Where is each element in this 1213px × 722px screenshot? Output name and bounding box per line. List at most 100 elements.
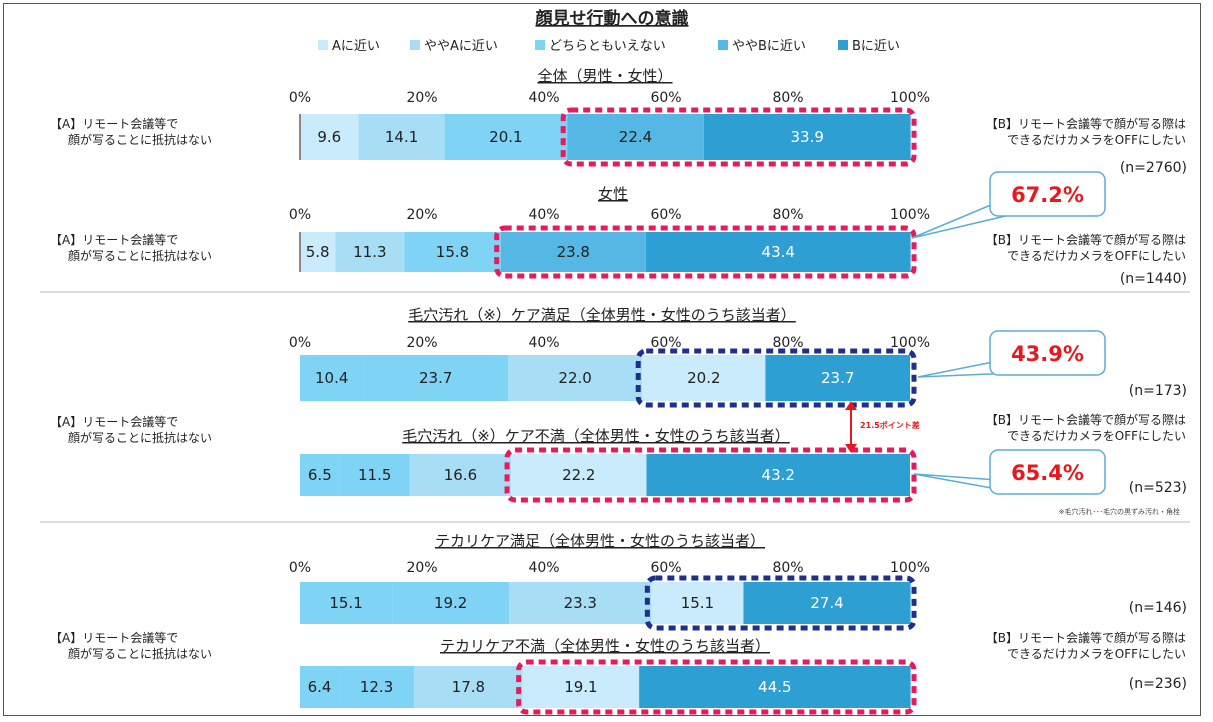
data-label: 5.8	[306, 243, 330, 261]
bar-segment	[363, 355, 509, 401]
bar-segment	[567, 114, 704, 160]
legend-swatch	[318, 40, 328, 50]
bar-segment	[339, 454, 410, 496]
data-label: 12.3	[360, 678, 393, 696]
tick-label: 80%	[772, 207, 803, 223]
data-label: 27.4	[810, 594, 843, 612]
tick-label: 80%	[772, 560, 803, 576]
tick-label: 20%	[406, 335, 437, 351]
bar-segment	[414, 666, 523, 708]
highlight-box	[644, 575, 917, 631]
tick-label: 80%	[772, 90, 803, 106]
sample-size: (n=1440)	[1120, 271, 1187, 287]
label-a-line1: 【A】リモート会議等で	[50, 233, 178, 247]
highlight-box	[494, 225, 917, 279]
bar-segment	[703, 114, 911, 160]
tick-label: 40%	[528, 207, 559, 223]
label-b-line2: できるだけカメラをOFFにしたい	[1007, 647, 1186, 661]
callout-pointer	[913, 473, 1015, 493]
tick-label: 20%	[406, 90, 437, 106]
bar-segment	[651, 582, 744, 624]
bar-segment	[444, 114, 568, 160]
sample-size: (n=2760)	[1120, 160, 1187, 176]
data-label: 44.5	[758, 678, 791, 696]
tick-label: 100%	[890, 90, 930, 106]
label-b-line1: 【B】リモート会議等で顔が写る際は	[986, 412, 1186, 427]
data-label: 23.7	[419, 369, 452, 387]
group-title: 女性	[598, 185, 628, 203]
callout-box	[989, 449, 1106, 495]
bar-segment	[358, 114, 445, 160]
bar-segment	[639, 666, 911, 708]
label-a-line1: 【A】リモート会議等で	[50, 117, 178, 131]
callout-box	[989, 171, 1106, 217]
data-label: 23.8	[557, 243, 590, 261]
bar-segment	[300, 355, 364, 401]
data-label: 6.4	[308, 678, 332, 696]
bar-segment	[646, 454, 910, 496]
sample-size: (n=173)	[1129, 383, 1187, 399]
arrow-head-up	[845, 401, 857, 410]
highlight-box	[560, 107, 917, 167]
data-label: 17.8	[452, 678, 485, 696]
tick-label: 60%	[650, 560, 681, 576]
tick-label: 100%	[890, 207, 930, 223]
label-a-line2: 顔が写ることに抵抗はない	[68, 646, 212, 661]
group-title: テカリケア不満（全体男性・女性のうち該当者）	[440, 637, 770, 655]
tick-label: 80%	[772, 335, 803, 351]
label-a-line2: 顔が写ることに抵抗はない	[68, 248, 212, 263]
data-label: 19.1	[564, 678, 597, 696]
callout-box	[989, 330, 1106, 376]
legend-swatch	[535, 40, 545, 50]
bar-segment	[409, 454, 512, 496]
footnote: ※毛穴汚れ･･･毛穴の黒ずみ汚れ・角栓	[1059, 507, 1180, 516]
data-label: 23.7	[821, 369, 854, 387]
tick-label: 100%	[890, 335, 930, 351]
tick-label: 60%	[650, 335, 681, 351]
tick-label: 60%	[650, 207, 681, 223]
data-label: 23.3	[564, 594, 597, 612]
group-title: 全体（男性・女性）	[537, 67, 672, 85]
bar-segment	[392, 582, 510, 624]
bar-segment	[339, 666, 415, 708]
data-label: 43.2	[762, 466, 795, 484]
data-label: 16.6	[444, 466, 477, 484]
data-label: 20.2	[687, 369, 720, 387]
legend-label: ややAに近い	[424, 39, 498, 54]
bar-segment	[300, 666, 340, 708]
bar-segment	[404, 232, 501, 272]
tick-label: 20%	[406, 207, 437, 223]
label-a-line1: 【A】リモート会議等で	[50, 631, 178, 645]
legend: Aに近い ややAに近い どちらともいえない ややBに近い Bに近い	[318, 39, 900, 54]
plot-area: 全体（男性・女性） 0% 20% 40% 60% 80% 100% 9.6 14.1 20.1 22…	[40, 67, 1190, 715]
label-b-line2: できるだけカメラをOFFにしたい	[1007, 133, 1186, 147]
bar-segment	[500, 232, 646, 272]
bar-segment	[508, 355, 643, 401]
data-label: 9.6	[317, 128, 341, 146]
legend-swatch	[838, 40, 848, 50]
tick-label: 0%	[289, 560, 311, 576]
chart-title: 顔見せ行動への意識	[535, 8, 689, 29]
bar-segment	[522, 666, 640, 708]
data-label: 22.4	[619, 128, 652, 146]
legend-label: ややBに近い	[732, 39, 806, 54]
bar-segment	[765, 355, 910, 401]
tick-label: 0%	[289, 335, 311, 351]
group-title: 毛穴汚れ（※）ケア不満（全体男性・女性のうち該当者）	[402, 427, 790, 445]
data-label: 10.4	[315, 369, 348, 387]
data-label: 22.2	[562, 466, 595, 484]
tick-label: 20%	[406, 560, 437, 576]
callout-pointer	[911, 201, 1015, 239]
data-label: 11.5	[358, 466, 391, 484]
label-b-line2: できるだけカメラをOFFにしたい	[1007, 429, 1186, 443]
data-label: 20.1	[489, 128, 522, 146]
chart-frame	[3, 3, 1201, 716]
data-label: 15.1	[329, 594, 362, 612]
bar-segment	[645, 232, 911, 272]
legend-swatch	[410, 40, 420, 50]
legend-swatch	[718, 40, 728, 50]
legend-label: Bに近い	[852, 39, 900, 54]
highlight-box	[504, 447, 917, 503]
data-label: 6.5	[308, 466, 332, 484]
